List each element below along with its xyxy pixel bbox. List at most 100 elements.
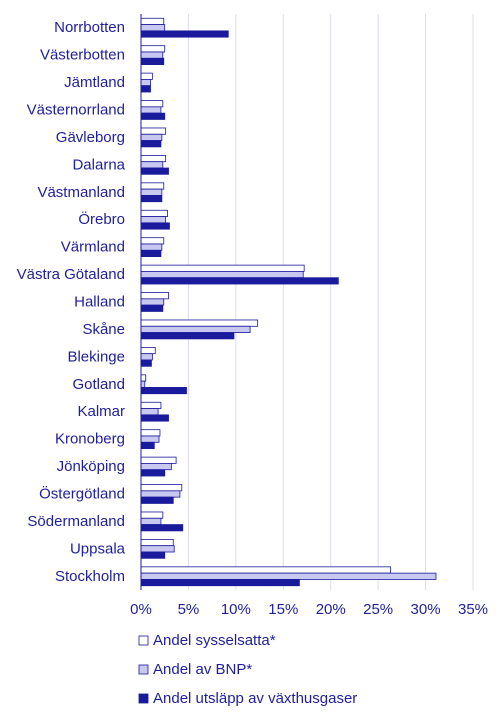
- bar: [140, 85, 151, 93]
- bar: [140, 572, 437, 580]
- bar: [140, 332, 235, 340]
- bar: [140, 463, 172, 471]
- bar: [140, 456, 177, 464]
- bar: [140, 524, 184, 532]
- legend-label: Andel av BNP*: [153, 661, 252, 678]
- category-label: Västmanland: [37, 184, 125, 201]
- bar: [140, 271, 304, 279]
- bar: [140, 319, 259, 327]
- bar: [140, 401, 162, 409]
- bars: [140, 14, 437, 590]
- bar: [140, 133, 163, 141]
- bar: [140, 45, 166, 53]
- bar: [140, 264, 305, 272]
- bar: [140, 127, 167, 135]
- bar: [140, 545, 175, 553]
- category-label: Jönköping: [57, 458, 125, 475]
- bar: [140, 517, 162, 525]
- tick-label: 35%: [458, 601, 488, 618]
- category-labels: Norrbotten Västerbotten Jämtland Västernorr…: [17, 19, 126, 585]
- bar: [140, 292, 169, 300]
- legend-label: Andel sysselsatta*: [153, 632, 276, 649]
- category-label: Värmland: [61, 239, 125, 256]
- bar: [140, 304, 164, 312]
- bar: [140, 484, 183, 492]
- bar: [140, 579, 300, 587]
- category-label: Örebro: [78, 210, 125, 228]
- category-label: Västernorrland: [27, 102, 125, 119]
- tick-label: 0%: [130, 601, 152, 618]
- category-label: Kalmar: [77, 403, 125, 420]
- tick-label: 10%: [221, 601, 251, 618]
- tick-label: 25%: [363, 601, 393, 618]
- bar: [140, 566, 391, 574]
- bar: [140, 195, 163, 203]
- bar: [140, 51, 164, 59]
- category-label: Kronoberg: [55, 431, 125, 448]
- bar: [140, 374, 147, 382]
- bar: [140, 188, 163, 196]
- bar: [140, 112, 166, 120]
- bar: [140, 237, 165, 245]
- bar: [140, 429, 161, 437]
- category-label: Västerbotten: [40, 47, 125, 64]
- category-label: Jämtland: [64, 74, 125, 91]
- legend-swatch: [138, 693, 149, 704]
- bar: [140, 298, 165, 306]
- category-label: Norrbotten: [54, 19, 125, 36]
- bar: [140, 72, 153, 80]
- x-tick-labels: 0% 5% 10% 15% 20% 25% 30% 35%: [130, 601, 488, 618]
- bar: [140, 17, 165, 25]
- legend-label: Andel utsläpp av växthusgaser: [153, 690, 357, 707]
- category-label: Halland: [74, 294, 125, 311]
- bar: [140, 347, 156, 355]
- category-label: Uppsala: [70, 540, 126, 557]
- bar: [140, 182, 165, 190]
- category-label: Östergötland: [39, 485, 125, 503]
- tick-label: 20%: [316, 601, 346, 618]
- bar: [140, 539, 174, 547]
- bar: [140, 24, 166, 32]
- category-label: Västra Götaland: [17, 266, 125, 283]
- category-label: Södermanland: [27, 513, 125, 530]
- bar: [140, 167, 169, 175]
- legend-swatch: [138, 664, 149, 675]
- bar: [140, 325, 251, 333]
- category-label: Skåne: [82, 321, 125, 338]
- bar: [140, 441, 155, 449]
- legend-swatch: [138, 635, 149, 646]
- bar: [140, 551, 166, 559]
- bar: [140, 106, 162, 114]
- bar: [140, 277, 339, 285]
- bar: [140, 490, 181, 498]
- bar: [140, 222, 170, 230]
- bar: [140, 511, 164, 519]
- category-label: Gävleborg: [56, 129, 125, 146]
- bar: [140, 435, 160, 443]
- bar: [140, 249, 162, 257]
- gridlines: [187, 14, 474, 590]
- bar: [140, 387, 187, 395]
- category-label: Blekinge: [67, 348, 125, 365]
- tick-label: 5%: [178, 601, 200, 618]
- category-label: Dalarna: [72, 156, 125, 173]
- bar: [140, 496, 174, 504]
- category-label: Gotland: [72, 376, 125, 393]
- bar: [140, 469, 166, 477]
- bar: [140, 155, 167, 163]
- bar: [140, 100, 164, 108]
- bar: [140, 216, 167, 224]
- bar: [140, 408, 159, 416]
- bar: [140, 359, 152, 367]
- bar: [140, 161, 164, 169]
- bar: [140, 380, 146, 388]
- bar: [140, 79, 151, 87]
- tick-label: 15%: [268, 601, 298, 618]
- bar: [140, 30, 229, 38]
- bar: [140, 414, 169, 422]
- legend: Andel sysselsatta* Andel av BNP* Andel uts…: [138, 632, 357, 707]
- bar: [140, 209, 168, 217]
- tick-label: 30%: [411, 601, 441, 618]
- category-label: Stockholm: [55, 568, 125, 585]
